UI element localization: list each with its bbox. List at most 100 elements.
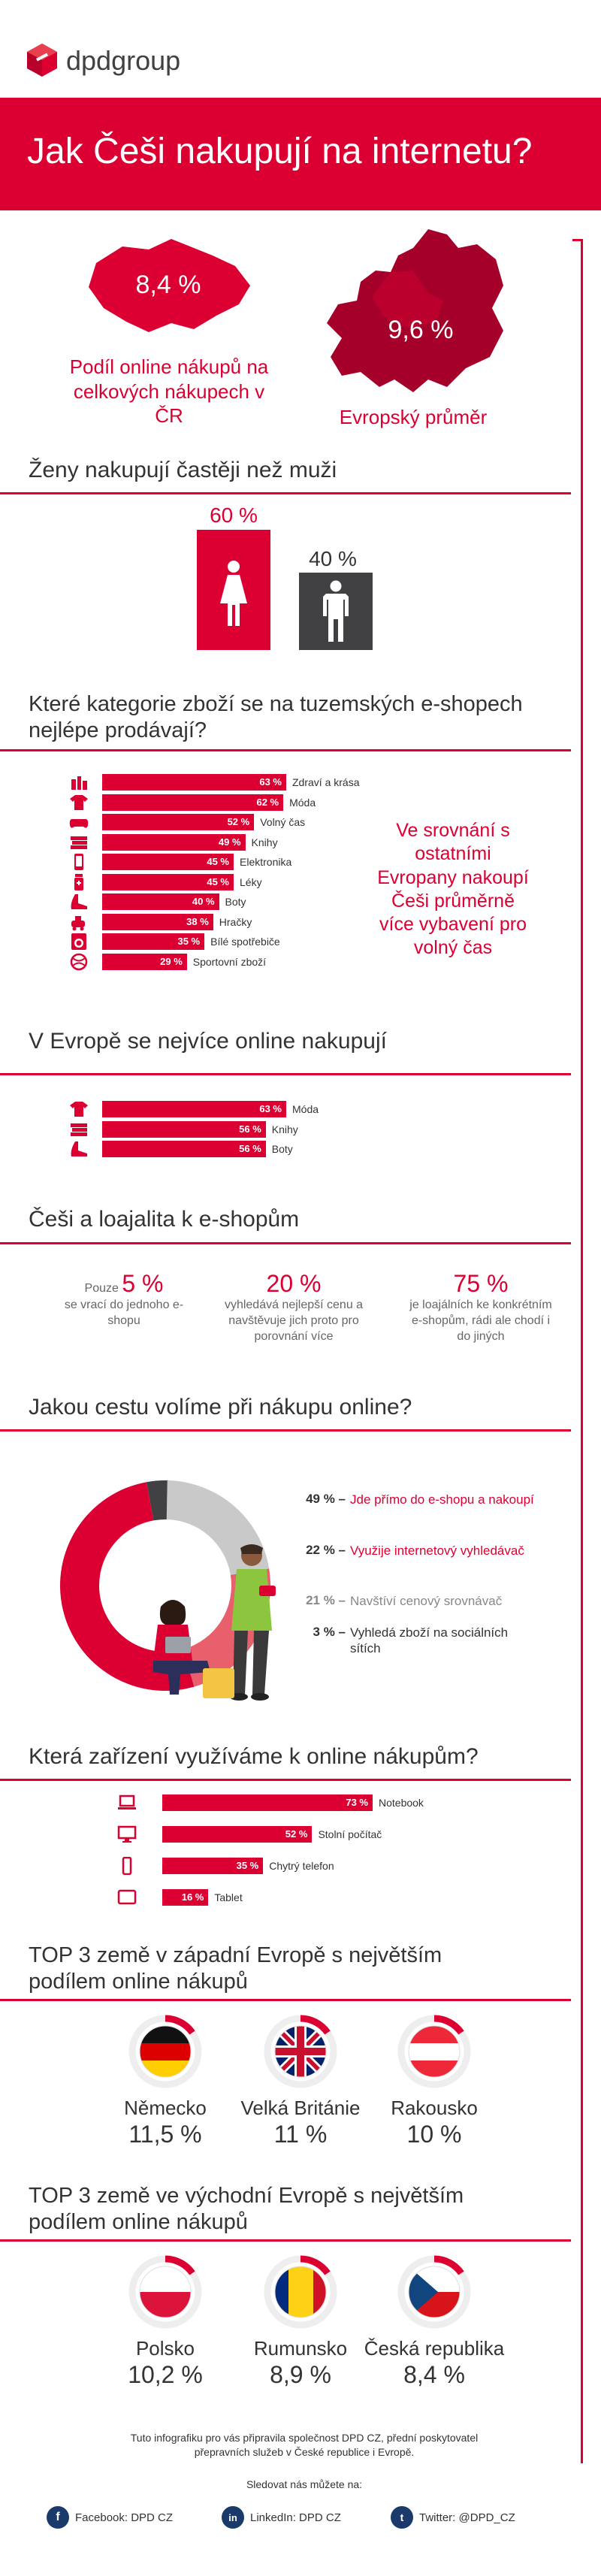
bar-category-label: Boty: [271, 1143, 293, 1155]
pills-icon: [74, 873, 83, 890]
gender-divider: [0, 492, 571, 494]
loyalty-item-1: Pouze 5 % se vrací do jednoho e-shopu: [53, 1270, 195, 1329]
gender-title: Ženy nakupují častěji než muži: [29, 458, 337, 482]
east-title: TOP 3 země ve východní Evropě s největší…: [29, 2184, 464, 2234]
phone-icon: [74, 854, 83, 870]
loyalty-value: 75 %: [453, 1270, 509, 1297]
uk-flag-icon: [264, 2015, 337, 2088]
shirt-icon: [70, 1102, 88, 1117]
bar-category-label: Móda: [289, 796, 316, 809]
side-line-cap: [572, 239, 583, 241]
washer-icon: [71, 933, 86, 950]
books-icon: [71, 1123, 87, 1136]
bar: 63 %: [102, 774, 286, 791]
west-divider: [0, 1999, 571, 2001]
country-name: Polsko: [135, 2337, 195, 2360]
country-name: Velká Británie: [240, 2097, 361, 2119]
legend-label: Vyhledá zboží na sociálních sítích: [350, 1625, 509, 1656]
bar-category-label: Stolní počítač: [318, 1828, 382, 1840]
legend-value: 21 % –: [306, 1593, 346, 1607]
smartphone-icon: [122, 1856, 132, 1876]
bar-icon: [117, 1794, 137, 1812]
bar: 73 %: [162, 1794, 373, 1811]
page-title: Jak Češi nakupují na internetu?: [27, 132, 533, 171]
shoppers-illustration-icon: [153, 1544, 276, 1701]
twitter-icon: t: [391, 2506, 413, 2529]
bar: 52 %: [102, 814, 255, 830]
facebook-label: Facebook: DPD CZ: [75, 2511, 174, 2524]
country-flag: [397, 2254, 472, 2333]
logo-text: dpdgroup: [66, 45, 181, 76]
linkedin-link[interactable]: in LinkedIn: DPD CZ: [222, 2506, 341, 2529]
pl-flag-icon: [128, 2255, 202, 2329]
devices-divider: [0, 1779, 571, 1781]
tablet-icon: [117, 1889, 137, 1905]
legend-value: 22 % –: [306, 1543, 346, 1557]
bar: 49 %: [102, 833, 246, 851]
bar-icon: [69, 1140, 89, 1158]
side-line: [581, 239, 583, 2463]
bar: 45 %: [102, 854, 234, 870]
bar: 56 %: [102, 1120, 266, 1138]
bar-value-label: 16 %: [181, 1891, 204, 1903]
country-value: 11 %: [273, 2121, 328, 2148]
bar-category-label: Tablet: [214, 1891, 243, 1903]
men-bar: [299, 573, 373, 650]
at-flag-icon: [397, 2015, 471, 2088]
bar-value-label: 73 %: [346, 1797, 368, 1808]
journey-title: Jakou cestu volíme při nákupu online?: [29, 1395, 412, 1420]
eu-share-value: 9,6 %: [388, 316, 454, 344]
bar-value-label: 63 %: [259, 1103, 282, 1114]
bar-category-label: Volný čas: [260, 816, 306, 828]
loyalty-value: 5 %: [122, 1270, 164, 1297]
bar-icon: [117, 1888, 137, 1906]
west-title: TOP 3 země v západní Evropě s největším …: [29, 1943, 442, 1994]
loyalty-divider: [0, 1242, 571, 1244]
country-flag: [397, 2014, 472, 2093]
country-name: Česká republika: [364, 2337, 505, 2360]
europe-map-icon: [327, 229, 503, 392]
bar-category-label: Zdraví a krása: [292, 776, 360, 788]
categories-side-note: Ve srovnání s ostatními Evropany nakoupí…: [377, 820, 529, 959]
bar: 62 %: [102, 794, 284, 811]
bar-value-label: 38 %: [186, 915, 209, 927]
legend-label: Využije internetový vyhledávač: [350, 1543, 524, 1558]
bar-category-label: Sportovní zboží: [192, 955, 267, 968]
desktop-icon: [117, 1825, 137, 1843]
twitter-link[interactable]: t Twitter: @DPD_CZ: [391, 2506, 515, 2529]
country-flag: [263, 2254, 338, 2333]
bar-icon: [69, 913, 89, 931]
laptop-icon: [118, 1794, 136, 1810]
bar-icon: [69, 794, 89, 812]
eu-share-caption: Evropský průměr: [339, 406, 488, 428]
bar-category-label: Notebook: [379, 1797, 424, 1809]
shoe-icon: [71, 1141, 87, 1156]
legend-label: Jde přímo do e-shopu a nakoupí: [350, 1492, 534, 1507]
ball-icon: [70, 953, 88, 970]
bar-category-label: Knihy: [251, 836, 278, 848]
bar-category-label: Chytrý telefon: [269, 1860, 334, 1872]
country-name: Rakousko: [391, 2097, 478, 2119]
bar-icon: [69, 1120, 89, 1138]
categories-eu-divider: [0, 1073, 571, 1075]
bar-value-label: 45 %: [207, 875, 229, 887]
facebook-link[interactable]: f Facebook: DPD CZ: [47, 2506, 173, 2529]
bar-icon: [69, 773, 89, 791]
country-flag: [128, 2254, 203, 2333]
loyalty-prefix: Pouze: [84, 1282, 119, 1295]
bar-icon: [69, 873, 89, 891]
dpd-cube-logo-icon: [27, 44, 57, 77]
country-name: Rumunsko: [253, 2337, 348, 2360]
loyalty-text: vyhledává nejlepší cenu a navštěvuje jic…: [224, 1299, 364, 1343]
loyalty-title: Češi a loajalita k e-shopům: [29, 1207, 300, 1232]
donut-slice: [60, 1482, 195, 1691]
categories-cz-title: Které kategorie zboží se na tuzemských e…: [29, 692, 523, 742]
bar-value-label: 29 %: [160, 955, 183, 967]
czech-map-icon: [89, 239, 250, 332]
loyalty-item-2: 20 % vyhledává nejlepší cenu a navštěvuj…: [222, 1270, 365, 1344]
categories-cz-divider: [0, 749, 571, 751]
toy-icon: [71, 915, 85, 930]
country-value: 11,5 %: [128, 2121, 202, 2148]
bar-category-label: Boty: [225, 896, 246, 908]
linkedin-icon: in: [222, 2506, 244, 2529]
